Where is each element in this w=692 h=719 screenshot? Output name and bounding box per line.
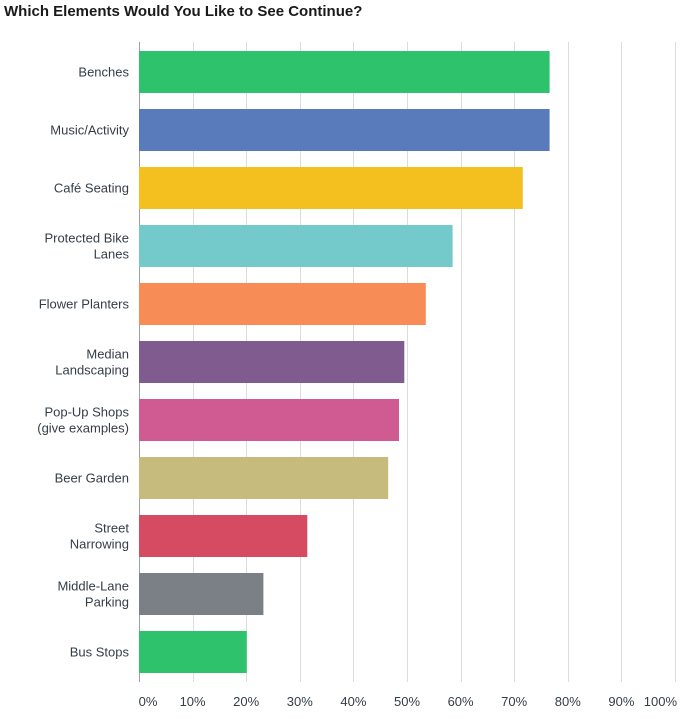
category-label: Pop-Up Shops (give examples) [37, 405, 129, 436]
chart-title: Which Elements Would You Like to See Con… [4, 3, 363, 20]
x-tick-label: 20% [233, 694, 259, 709]
category-label: Bus Stops [70, 645, 130, 660]
x-tick-label: 40% [340, 694, 366, 709]
category-label: Median Landscaping [55, 347, 129, 378]
bars [139, 51, 550, 673]
x-tick-label: 50% [394, 694, 420, 709]
category-label: Café Seating [54, 181, 129, 196]
category-label: Middle-Lane Parking [57, 579, 129, 610]
x-tick-label: 10% [180, 694, 206, 709]
x-tick-label: 0% [139, 694, 158, 709]
x-tick-label: 80% [555, 694, 581, 709]
bar [139, 573, 264, 615]
category-label: Benches [78, 65, 129, 80]
bar [139, 109, 550, 151]
x-tick-label: 90% [608, 694, 634, 709]
category-label: Beer Garden [55, 471, 129, 486]
bar [139, 457, 389, 499]
bar [139, 167, 523, 209]
bar [139, 399, 399, 441]
bar [139, 51, 550, 93]
category-label: Music/Activity [50, 123, 129, 138]
x-tick-label: 100% [644, 694, 678, 709]
category-label: Street Narrowing [70, 521, 130, 552]
bar [139, 515, 308, 557]
x-tick-label: 60% [448, 694, 474, 709]
category-labels: Benches Music/Activity Café Seating Protect… [37, 65, 129, 660]
bar [139, 631, 247, 673]
bar [139, 341, 405, 383]
category-label: Flower Planters [39, 297, 130, 312]
x-tick-labels: 0% 10% 20% 30% 40% 50% 60% 70% 80% 90% 100% [139, 694, 678, 709]
x-tick-label: 70% [501, 694, 527, 709]
category-label: Protected Bike Lanes [44, 231, 129, 262]
bar [139, 225, 453, 267]
x-tick-label: 30% [287, 694, 313, 709]
bar [139, 283, 426, 325]
